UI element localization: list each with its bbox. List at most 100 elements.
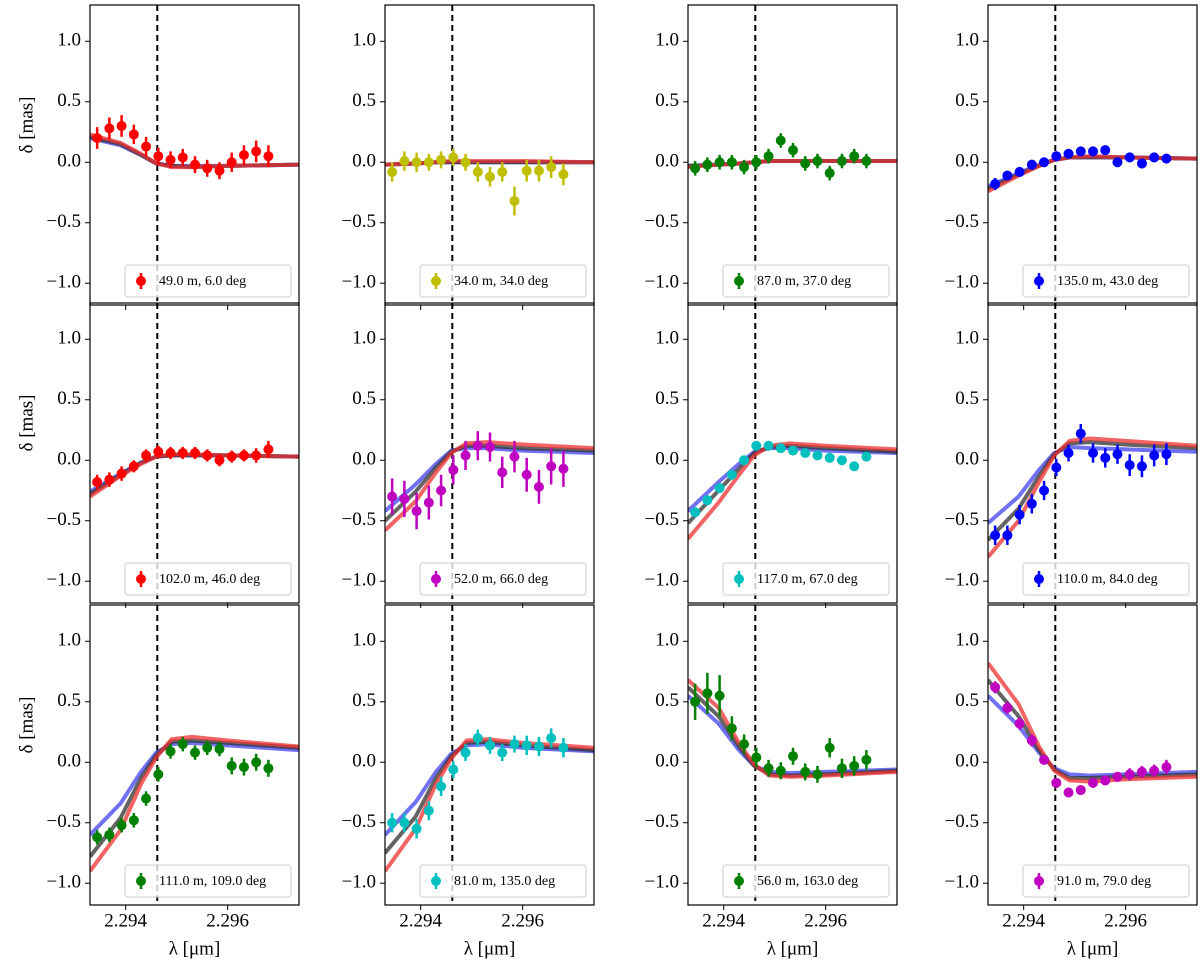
data-point [714,483,725,494]
legend-marker [431,574,441,584]
data-point [92,477,103,488]
y-tick-label: 0.0 [655,751,679,772]
data-point [775,443,786,454]
data-point [202,450,213,461]
data-point [1112,157,1123,168]
legend-marker [1034,574,1044,584]
data-point [763,763,774,774]
data-point [1051,777,1062,788]
data-point [1075,428,1086,439]
legend-label: 111.0 m, 109.0 deg [159,874,266,889]
data-point [702,159,713,170]
legend-label: 56.0 m, 163.0 deg [757,874,858,889]
data-point [153,446,164,457]
data-point [104,123,115,134]
legend-box [124,264,292,298]
y-tick-label: −0.5 [342,509,376,530]
data-point [141,793,152,804]
y-tick-label: −0.5 [945,811,979,832]
frame [89,302,300,604]
data-point [812,450,823,461]
data-point [251,146,262,157]
x-tick-label: 2.294 [702,910,745,931]
data-point [202,163,213,174]
data-point [751,157,762,168]
y-tick-label: 1.0 [655,30,679,51]
data-point [387,166,398,177]
data-point [990,179,1001,190]
legend-marker [136,574,146,584]
y-axis-label: δ [mas] [16,97,37,154]
data-point [726,157,737,168]
legend-box [1022,562,1190,596]
data-point [472,440,483,451]
y-tick-label: −1.0 [342,872,376,893]
data-point [485,740,496,751]
data-point [116,468,127,479]
data-point [263,444,274,455]
y-tick-label: 0.0 [352,751,376,772]
y-tick-label: −1.0 [342,272,376,293]
legend-marker [734,574,744,584]
data-point [1088,146,1099,157]
data-point [177,448,188,458]
legend-box [124,864,292,898]
data-point [177,152,188,163]
y-tick-label: 0.5 [655,690,679,711]
legend-label: 34.0 m, 34.0 deg [454,274,548,289]
y-tick-label: −0.5 [645,811,679,832]
data-point [1124,152,1135,163]
x-tick-label: 2.294 [104,910,147,931]
y-tick-label: 0.0 [955,151,979,172]
data-point [775,135,786,146]
data-point [533,481,544,492]
data-point [836,455,847,466]
data-point [1161,762,1172,773]
model-curve [385,737,594,873]
data-point [1112,449,1123,460]
data-point [436,781,447,792]
y-tick-label: 1.0 [352,30,376,51]
y-tick-label: 0.0 [57,449,81,470]
data-point [714,690,725,701]
data-point [990,682,1001,693]
data-point [521,165,532,176]
legend-box [419,864,587,898]
data-point [788,145,799,156]
y-tick-label: −0.5 [342,811,376,832]
data-point [92,832,103,843]
data-point [141,141,152,152]
frame [987,302,1198,604]
data-point [1075,146,1086,157]
y-tick-label: −0.5 [645,509,679,530]
data-point [788,445,799,456]
data-point [739,455,750,466]
data-point [448,152,459,163]
data-point [1100,775,1111,786]
y-tick-label: −1.0 [945,570,979,591]
y-tick-label: −0.5 [645,211,679,232]
data-point [1039,157,1050,168]
data-point [165,154,176,165]
data-point [1149,152,1160,163]
data-point [824,168,835,179]
data-point [104,829,115,840]
data-point [546,162,557,173]
data-point [1100,452,1111,463]
frame [687,302,898,604]
data-point [1088,777,1099,788]
legend-marker [431,876,441,886]
frame [384,302,595,604]
legend-box [1022,864,1190,898]
y-axis-label: δ [mas] [16,395,37,452]
data-point [436,154,447,165]
legend-label: 87.0 m, 37.0 deg [757,274,851,289]
data-point [1039,485,1050,496]
model-curve [688,441,897,541]
x-tick-label: 2.296 [206,910,249,931]
legend-label: 49.0 m, 6.0 deg [159,274,246,289]
y-tick-label: 1.0 [57,630,81,651]
data-point [1014,718,1025,729]
data-point [812,156,823,167]
